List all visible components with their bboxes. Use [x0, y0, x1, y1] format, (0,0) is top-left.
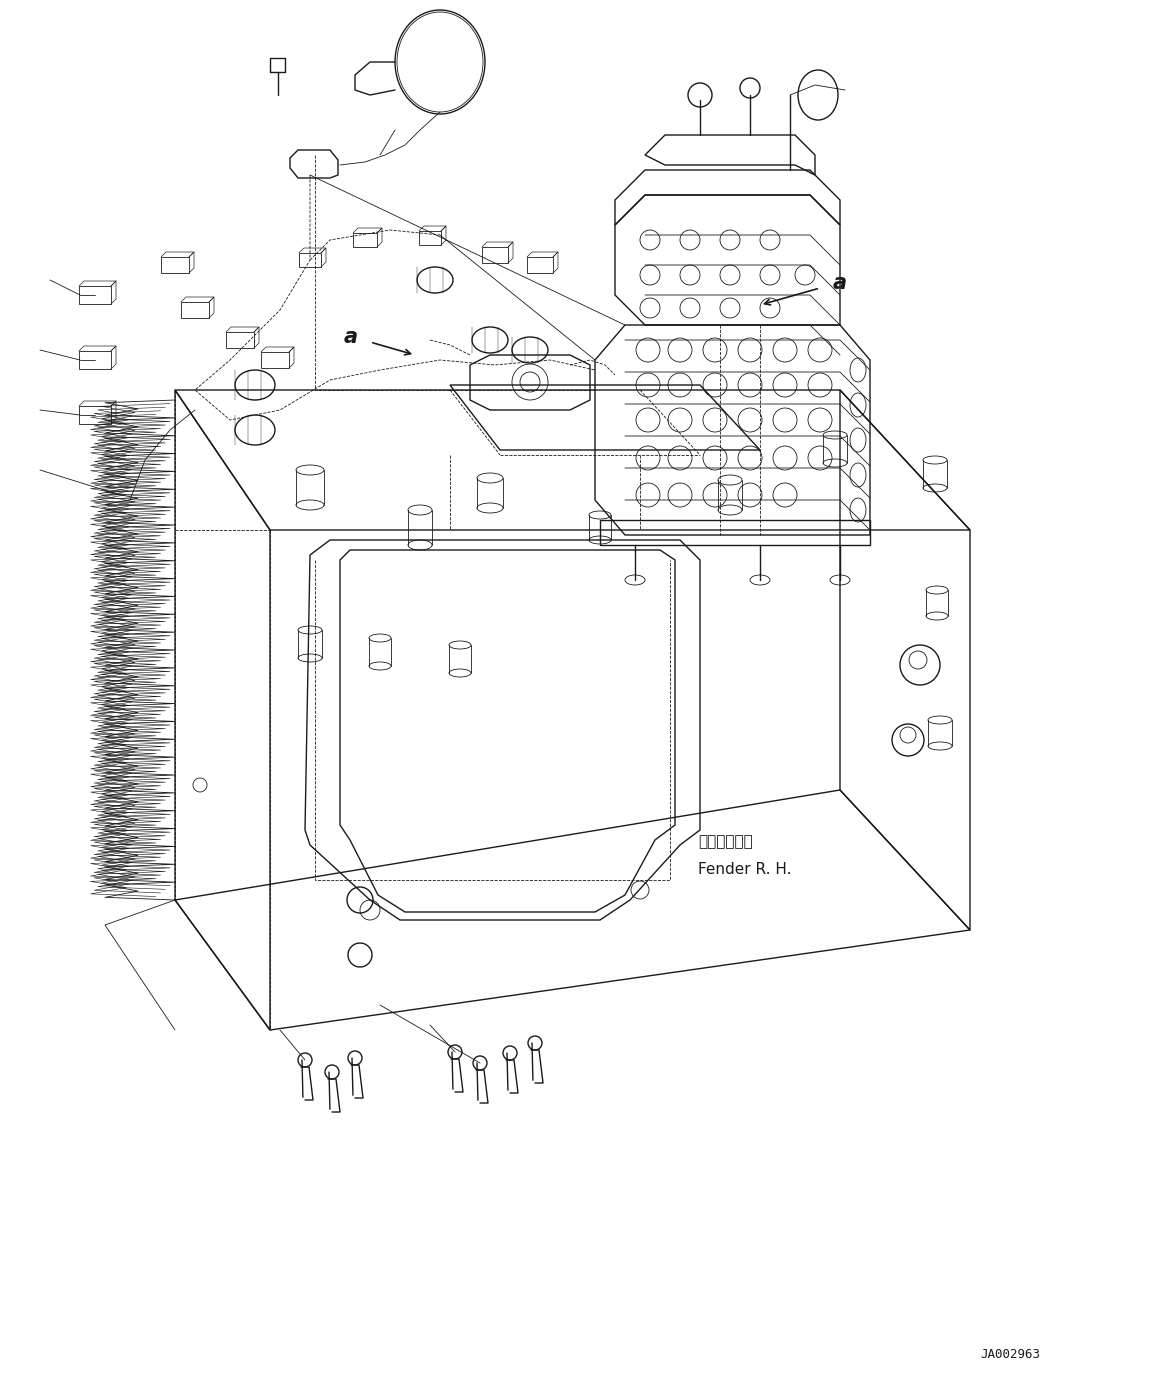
Text: a: a — [833, 273, 847, 293]
Text: Fender R. H.: Fender R. H. — [698, 862, 792, 877]
Text: フェンダ　右: フェンダ 右 — [698, 834, 752, 850]
Text: JA002963: JA002963 — [980, 1348, 1040, 1362]
Text: a: a — [344, 326, 358, 347]
